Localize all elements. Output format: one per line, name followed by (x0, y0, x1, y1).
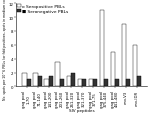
Legend: o Seropositive PBLs, ■ Seronegative PBLs: o Seropositive PBLs, ■ Seronegative PBLs (17, 5, 69, 14)
Bar (44, 80, 49, 87)
Y-axis label: No. spots per 10^6 PBLs (or fold positives, spots in medium control): No. spots per 10^6 PBLs (or fold positiv… (3, 0, 7, 100)
Bar (115, 80, 119, 87)
Bar (60, 80, 64, 87)
Bar (137, 76, 141, 87)
Bar (33, 73, 38, 87)
Bar (22, 73, 27, 87)
Bar (38, 76, 42, 87)
Bar (71, 73, 75, 87)
Bar (126, 80, 130, 87)
Bar (67, 76, 71, 87)
Bar (27, 80, 31, 87)
Bar (111, 52, 115, 87)
Bar (49, 76, 53, 87)
X-axis label: SIV peptides: SIV peptides (69, 108, 95, 112)
Bar (122, 25, 126, 87)
Bar (82, 80, 86, 87)
Bar (133, 45, 137, 87)
Bar (78, 80, 82, 87)
Bar (56, 63, 60, 87)
Bar (100, 11, 104, 87)
Bar (93, 80, 97, 87)
Bar (104, 80, 108, 87)
Bar (89, 80, 93, 87)
